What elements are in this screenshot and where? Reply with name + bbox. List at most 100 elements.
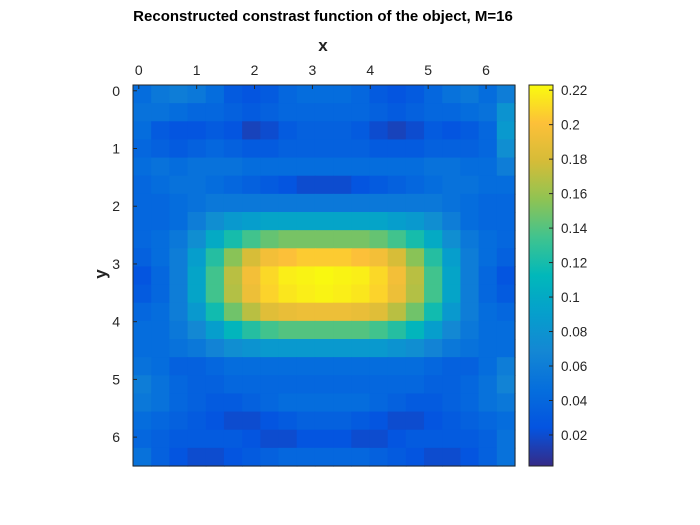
- x-tick-label: 5: [424, 62, 432, 78]
- heatmap-cell: [333, 393, 352, 413]
- heatmap-cell: [496, 193, 516, 213]
- heatmap-cell: [424, 447, 443, 467]
- heatmap-cell: [260, 248, 280, 268]
- heatmap-cell: [296, 157, 316, 177]
- heatmap-cell: [151, 212, 170, 231]
- heatmap-cell: [223, 320, 243, 340]
- heatmap-cell: [478, 411, 498, 431]
- heatmap-cell: [242, 212, 261, 231]
- heatmap-cell: [296, 139, 316, 159]
- heatmap-cell: [405, 139, 425, 159]
- heatmap-cell: [351, 429, 371, 449]
- heatmap-cell: [442, 447, 462, 467]
- heatmap-cell: [387, 429, 407, 449]
- heatmap-cell: [187, 447, 207, 467]
- heatmap-cell: [478, 320, 498, 340]
- heatmap-cell: [405, 248, 425, 268]
- heatmap-cell: [242, 230, 261, 249]
- heatmap-cell: [296, 411, 316, 431]
- heatmap-cell: [333, 284, 352, 304]
- heatmap-cell: [133, 157, 152, 177]
- heatmap-cell: [405, 284, 425, 304]
- heatmap-cell: [314, 320, 334, 340]
- heatmap-cell: [424, 393, 443, 413]
- x-tick-label: 1: [193, 62, 201, 78]
- heatmap-cell: [260, 121, 280, 141]
- heatmap-cell: [296, 320, 316, 340]
- heatmap-cell: [333, 320, 352, 340]
- heatmap-cell: [314, 157, 334, 177]
- heatmap-cell: [369, 230, 389, 249]
- heatmap-cell: [460, 320, 480, 340]
- heatmap-cell: [387, 121, 407, 141]
- heatmap-cell: [351, 393, 371, 413]
- heatmap-cell: [260, 266, 280, 286]
- heatmap-cell: [442, 429, 462, 449]
- heatmap-cell: [314, 375, 334, 395]
- heatmap-cell: [133, 447, 152, 467]
- heatmap-cell: [187, 139, 207, 159]
- heatmap-cell: [405, 447, 425, 467]
- heatmap-cell: [405, 320, 425, 340]
- heatmap-cell: [387, 85, 407, 104]
- heatmap-cell: [314, 447, 334, 467]
- heatmap-cell: [442, 284, 462, 304]
- heatmap-cell: [496, 411, 516, 431]
- heatmap-cell: [296, 266, 316, 286]
- heatmap-cell: [478, 212, 498, 231]
- heatmap-cell: [187, 429, 207, 449]
- heatmap-cell: [205, 284, 225, 304]
- heatmap-cell: [460, 103, 480, 122]
- heatmap-cell: [205, 411, 225, 431]
- heatmap-cell: [260, 447, 280, 467]
- heatmap-cell: [169, 103, 189, 122]
- heatmap-cell: [151, 103, 170, 122]
- heatmap-cell: [405, 103, 425, 122]
- heatmap-cell: [333, 429, 352, 449]
- heatmap-cell: [187, 375, 207, 395]
- colorbar-gradient: [528, 84, 554, 467]
- heatmap-cell: [424, 284, 443, 304]
- heatmap-cell: [169, 230, 189, 249]
- heatmap-cell: [187, 121, 207, 141]
- heatmap-cell: [333, 230, 352, 249]
- heatmap-cell: [133, 175, 152, 195]
- heatmap-cell: [314, 248, 334, 268]
- heatmap-cell: [424, 411, 443, 431]
- heatmap-cell: [442, 175, 462, 195]
- heatmap-cell: [424, 320, 443, 340]
- heatmap-cell: [205, 357, 225, 376]
- heatmap-cell: [460, 284, 480, 304]
- heatmap-cell: [496, 248, 516, 268]
- heatmap-cell: [405, 357, 425, 376]
- heatmap-cell: [260, 85, 280, 104]
- heatmap-cell: [133, 103, 152, 122]
- heatmap-cell: [169, 175, 189, 195]
- heatmap-cell: [133, 302, 152, 322]
- heatmap-cell: [496, 103, 516, 122]
- heatmap-cell: [442, 157, 462, 177]
- heatmap-cell: [369, 212, 389, 231]
- colorbar-tick-label: 0.2: [561, 118, 580, 133]
- heatmap-cell: [187, 411, 207, 431]
- heatmap-cell: [496, 230, 516, 249]
- heatmap-cell: [460, 339, 480, 358]
- heatmap-cell: [387, 175, 407, 195]
- colorbar-tick-label: 0.06: [561, 359, 587, 374]
- heatmap-cell: [314, 175, 334, 195]
- heatmap-cell: [478, 284, 498, 304]
- heatmap-cell: [278, 157, 298, 177]
- heatmap-cell: [133, 230, 152, 249]
- heatmap-cell: [242, 175, 261, 195]
- colorbar-tick-label: 0.18: [561, 152, 587, 167]
- heatmap-cell: [369, 357, 389, 376]
- x-axis-label: x: [318, 36, 328, 55]
- heatmap-cell: [223, 193, 243, 213]
- heatmap-cell: [278, 212, 298, 231]
- heatmap-cell: [223, 357, 243, 376]
- heatmap-cell: [442, 320, 462, 340]
- heatmap-cell: [369, 393, 389, 413]
- heatmap-cell: [278, 429, 298, 449]
- heatmap-cell: [278, 103, 298, 122]
- heatmap-cell: [314, 212, 334, 231]
